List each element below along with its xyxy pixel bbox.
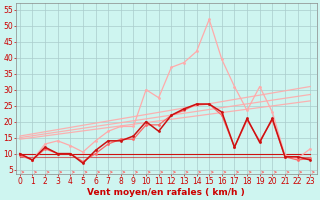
X-axis label: Vent moyen/en rafales ( km/h ): Vent moyen/en rafales ( km/h ) [87, 188, 245, 197]
